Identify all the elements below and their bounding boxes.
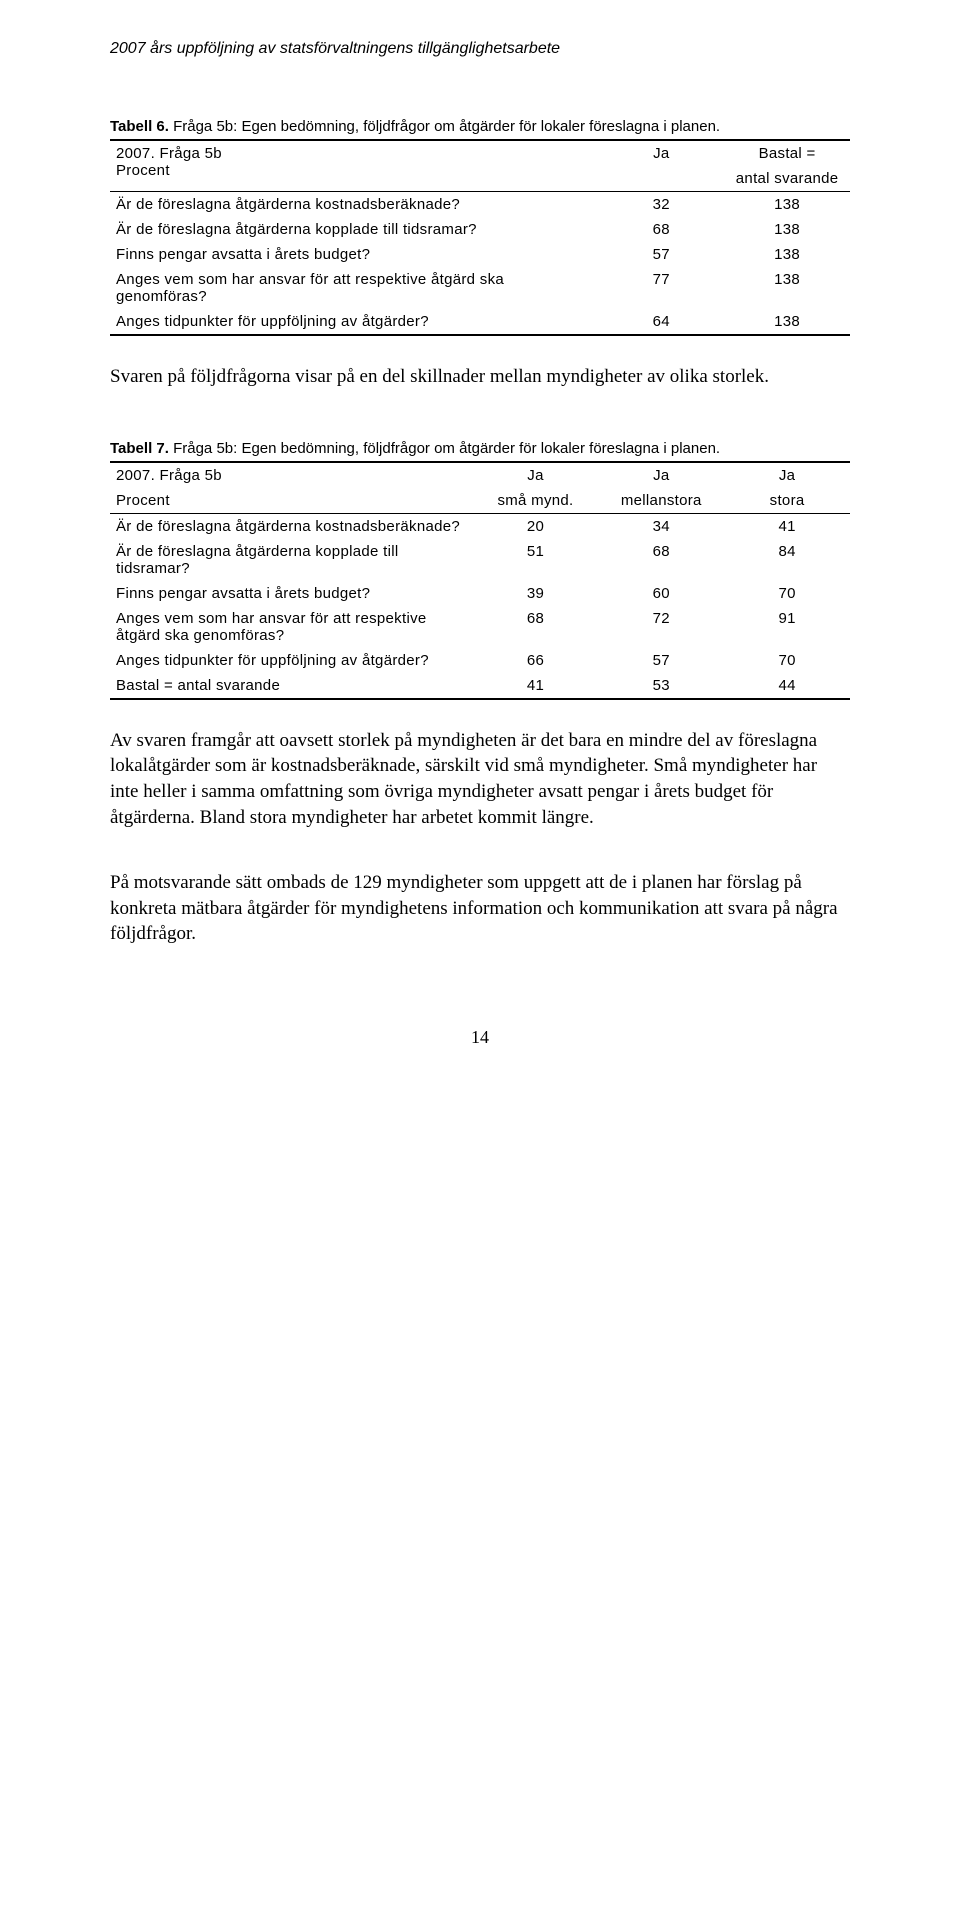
t6-r1-c1: 68 bbox=[598, 217, 724, 242]
table7-caption-rest: Fråga 5b: Egen bedömning, följdfrågor om… bbox=[169, 440, 720, 457]
table-row: Finns pengar avsatta i årets budget? 39 … bbox=[110, 581, 850, 606]
table-row: Är de föreslagna åtgärderna kostnadsberä… bbox=[110, 192, 850, 218]
table7-caption-bold: Tabell 7. bbox=[110, 440, 169, 457]
t7-head3-l2: mellanstora bbox=[598, 488, 724, 514]
t7-r4-c2: 57 bbox=[598, 648, 724, 673]
t6-r4-c1: 64 bbox=[598, 309, 724, 335]
t6-head1-l2: Procent bbox=[116, 162, 170, 179]
t6-r4-label: Anges tidpunkter för uppföljning av åtgä… bbox=[110, 309, 598, 335]
table6-caption: Tabell 6. Fråga 5b: Egen bedömning, följ… bbox=[110, 118, 850, 135]
t7-head2-l1: Ja bbox=[473, 462, 599, 488]
t7-head2-l2: små mynd. bbox=[473, 488, 599, 514]
t7-r0-c3: 41 bbox=[724, 513, 850, 539]
t7-r2-label: Finns pengar avsatta i årets budget? bbox=[110, 581, 473, 606]
t7-r1-c2: 68 bbox=[598, 539, 724, 581]
t6-r3-c2: 138 bbox=[724, 267, 850, 309]
t7-r0-c2: 34 bbox=[598, 513, 724, 539]
table-row: Är de föreslagna åtgärderna kopplade til… bbox=[110, 539, 850, 581]
t7-r5-c3: 44 bbox=[724, 673, 850, 699]
t6-head1-l1: 2007. Fråga 5b bbox=[116, 145, 222, 162]
t6-r0-label: Är de föreslagna åtgärderna kostnadsberä… bbox=[110, 192, 598, 218]
running-header: 2007 års uppföljning av statsförvaltning… bbox=[110, 40, 850, 58]
t7-r5-c1: 41 bbox=[473, 673, 599, 699]
t7-head1-l2: Procent bbox=[116, 492, 170, 509]
t7-r0-c1: 20 bbox=[473, 513, 599, 539]
t6-r3-label: Anges vem som har ansvar för att respekt… bbox=[110, 267, 598, 309]
paragraph-2: Av svaren framgår att oavsett storlek på… bbox=[110, 728, 850, 831]
t7-r3-label: Anges vem som har ansvar för att respekt… bbox=[110, 606, 473, 648]
paragraph-1: Svaren på följdfrågorna visar på en del … bbox=[110, 364, 850, 390]
t7-r3-c2: 72 bbox=[598, 606, 724, 648]
t7-r0-label: Är de föreslagna åtgärderna kostnadsberä… bbox=[110, 513, 473, 539]
t7-r2-c2: 60 bbox=[598, 581, 724, 606]
t7-r2-c1: 39 bbox=[473, 581, 599, 606]
t6-r1-label: Är de föreslagna åtgärderna kopplade til… bbox=[110, 217, 598, 242]
t6-r1-c2: 138 bbox=[724, 217, 850, 242]
table-row: Anges vem som har ansvar för att respekt… bbox=[110, 267, 850, 309]
t7-head3-l1: Ja bbox=[598, 462, 724, 488]
page: 2007 års uppföljning av statsförvaltning… bbox=[0, 0, 960, 1108]
table-row: Anges tidpunkter för uppföljning av åtgä… bbox=[110, 648, 850, 673]
table-row: Bastal = antal svarande 41 53 44 bbox=[110, 673, 850, 699]
t7-r4-c1: 66 bbox=[473, 648, 599, 673]
t6-r0-c2: 138 bbox=[724, 192, 850, 218]
t7-r2-c3: 70 bbox=[724, 581, 850, 606]
t6-head2: Ja bbox=[598, 140, 724, 192]
table7-caption: Tabell 7. Fråga 5b: Egen bedömning, följ… bbox=[110, 440, 850, 457]
t6-r3-c1: 77 bbox=[598, 267, 724, 309]
t7-r4-c3: 70 bbox=[724, 648, 850, 673]
t7-r1-label: Är de föreslagna åtgärderna kopplade til… bbox=[110, 539, 473, 581]
t7-r3-c1: 68 bbox=[473, 606, 599, 648]
t7-r5-c2: 53 bbox=[598, 673, 724, 699]
t7-r3-c3: 91 bbox=[724, 606, 850, 648]
page-number: 14 bbox=[110, 1027, 850, 1048]
t7-head1-l1: 2007. Fråga 5b bbox=[116, 467, 222, 484]
t7-r1-c3: 84 bbox=[724, 539, 850, 581]
table-row: Anges vem som har ansvar för att respekt… bbox=[110, 606, 850, 648]
t6-r4-c2: 138 bbox=[724, 309, 850, 335]
t6-head3-l1: Bastal = bbox=[724, 140, 850, 166]
t6-r2-label: Finns pengar avsatta i årets budget? bbox=[110, 242, 598, 267]
t6-r2-c2: 138 bbox=[724, 242, 850, 267]
table7: 2007. Fråga 5b Ja Ja Ja Procent små mynd… bbox=[110, 461, 850, 700]
table6-caption-rest: Fråga 5b: Egen bedömning, följdfrågor om… bbox=[169, 118, 720, 135]
t6-r2-c1: 57 bbox=[598, 242, 724, 267]
paragraph-3: På motsvarande sätt ombads de 129 myndig… bbox=[110, 870, 850, 947]
table6: 2007. Fråga 5b Procent Ja Bastal = antal… bbox=[110, 139, 850, 336]
table-row: Anges tidpunkter för uppföljning av åtgä… bbox=[110, 309, 850, 335]
t6-head3-l2: antal svarande bbox=[724, 166, 850, 192]
t6-r0-c1: 32 bbox=[598, 192, 724, 218]
t7-head4-l2: stora bbox=[724, 488, 850, 514]
t7-r5-label: Bastal = antal svarande bbox=[110, 673, 473, 699]
table-row: Finns pengar avsatta i årets budget? 57 … bbox=[110, 242, 850, 267]
t7-r4-label: Anges tidpunkter för uppföljning av åtgä… bbox=[110, 648, 473, 673]
table6-caption-bold: Tabell 6. bbox=[110, 118, 169, 135]
t7-head4-l1: Ja bbox=[724, 462, 850, 488]
table-row: Är de föreslagna åtgärderna kopplade til… bbox=[110, 217, 850, 242]
table-row: Är de föreslagna åtgärderna kostnadsberä… bbox=[110, 513, 850, 539]
t7-r1-c1: 51 bbox=[473, 539, 599, 581]
